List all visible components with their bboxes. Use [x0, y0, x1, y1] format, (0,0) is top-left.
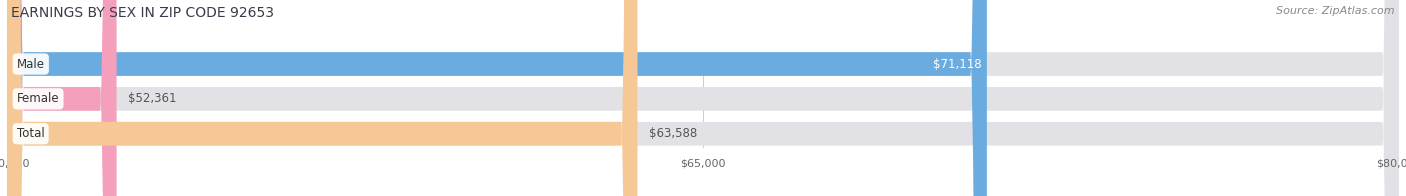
Text: $63,588: $63,588 — [648, 127, 697, 140]
FancyBboxPatch shape — [7, 0, 1399, 196]
Text: $52,361: $52,361 — [128, 92, 176, 105]
Text: EARNINGS BY SEX IN ZIP CODE 92653: EARNINGS BY SEX IN ZIP CODE 92653 — [11, 6, 274, 20]
Text: Female: Female — [17, 92, 59, 105]
Text: Male: Male — [17, 58, 45, 71]
FancyBboxPatch shape — [7, 0, 637, 196]
Text: $71,118: $71,118 — [932, 58, 981, 71]
Text: Total: Total — [17, 127, 45, 140]
FancyBboxPatch shape — [7, 0, 117, 196]
FancyBboxPatch shape — [7, 0, 1399, 196]
FancyBboxPatch shape — [7, 0, 1399, 196]
Text: Source: ZipAtlas.com: Source: ZipAtlas.com — [1277, 6, 1395, 16]
FancyBboxPatch shape — [7, 0, 987, 196]
